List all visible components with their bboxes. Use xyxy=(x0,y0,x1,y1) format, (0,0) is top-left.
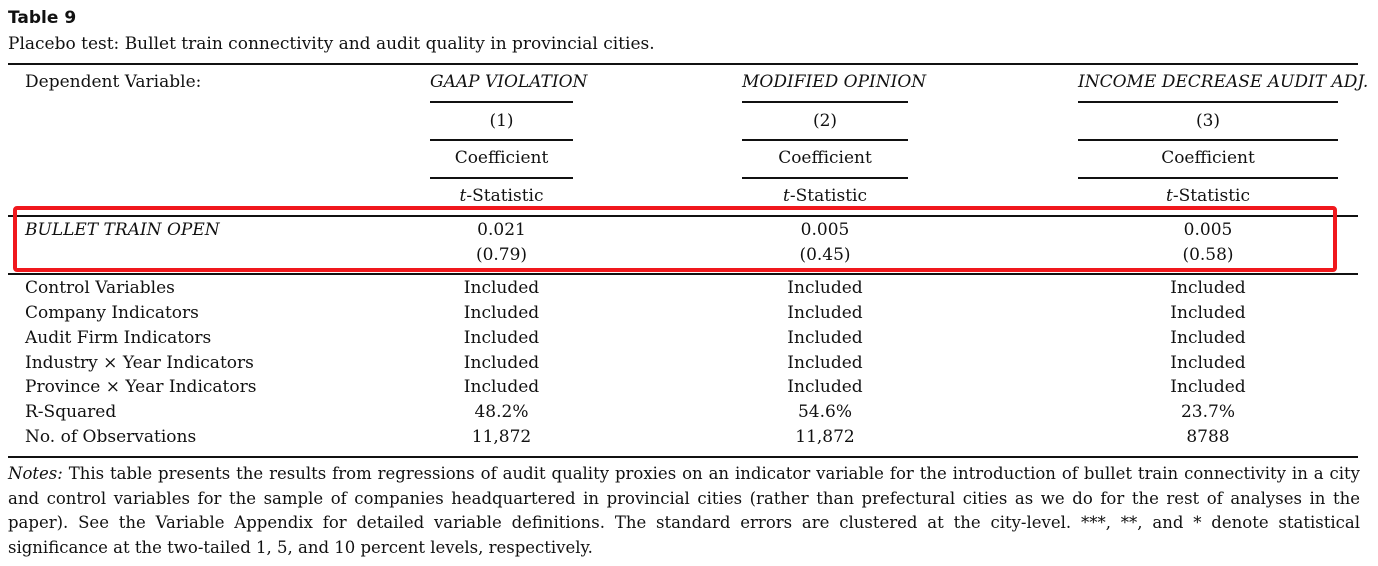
cell: 8788 xyxy=(1186,427,1230,447)
main-row-coef-1: 0.021 xyxy=(477,220,526,240)
cell: Included xyxy=(463,303,540,323)
header-bottom-rule xyxy=(8,215,1358,217)
main-row-tstat-1: (0.79) xyxy=(475,245,528,265)
column-coef-1: Coefficient xyxy=(454,148,549,168)
notes-text: This table presents the results from reg… xyxy=(8,464,1360,557)
row-label: Control Variables xyxy=(25,278,175,298)
row-label: Province × Year Indicators xyxy=(25,377,257,397)
column-tstat-1: t-Statistic xyxy=(459,186,544,206)
cell: Included xyxy=(463,377,540,397)
row-label: Audit Firm Indicators xyxy=(25,328,212,348)
cell: Included xyxy=(1170,377,1246,397)
column-header-1-underline xyxy=(430,101,573,103)
column-number-2: (2) xyxy=(812,111,838,131)
row-label: No. of Observations xyxy=(25,427,197,447)
cell: Included xyxy=(787,353,863,373)
cell: Included xyxy=(1170,303,1246,323)
main-row-tstat-3: (0.58) xyxy=(1182,245,1234,265)
column-number-2-underline xyxy=(742,139,908,141)
cell: 11,872 xyxy=(795,427,855,447)
column-coef-2: Coefficient xyxy=(778,148,872,168)
cell: Included xyxy=(463,278,540,298)
main-row-label: BULLET TRAIN OPEN xyxy=(25,220,220,240)
cell: Included xyxy=(787,328,863,348)
cell: Included xyxy=(463,353,540,373)
column-tstat-3: t-Statistic xyxy=(1166,186,1250,206)
main-row-tstat-2: (0.45) xyxy=(799,245,851,265)
cell: 23.7% xyxy=(1180,402,1235,422)
column-coef-3-underline xyxy=(1078,177,1338,179)
column-tstat-2: t-Statistic xyxy=(783,186,867,206)
cell: Included xyxy=(463,328,540,348)
top-rule xyxy=(8,63,1358,65)
column-number-1-underline xyxy=(430,139,573,141)
cell: Included xyxy=(1170,353,1246,373)
column-number-3-underline xyxy=(1078,139,1338,141)
column-coef-3: Coefficient xyxy=(1161,148,1255,168)
column-header-3: INCOME DECREASE AUDIT ADJ. xyxy=(1078,72,1369,92)
column-header-1: GAAP VIOLATION xyxy=(430,72,588,92)
main-row-coef-2: 0.005 xyxy=(800,220,850,240)
column-number-1: (1) xyxy=(489,111,514,131)
row-label: R-Squared xyxy=(25,402,117,422)
cell: Included xyxy=(787,377,863,397)
table-notes: Notes: This table presents the results f… xyxy=(8,462,1360,560)
dependent-variable-label: Dependent Variable: xyxy=(25,72,202,92)
column-header-2-underline xyxy=(742,101,908,103)
cell: 48.2% xyxy=(474,402,529,422)
main-row-coef-3: 0.005 xyxy=(1183,220,1233,240)
cell: Included xyxy=(1170,328,1246,348)
column-number-3: (3) xyxy=(1195,111,1221,131)
table-bottom-rule xyxy=(8,456,1358,458)
column-header-3-underline xyxy=(1078,101,1338,103)
main-row-bottom-rule xyxy=(8,273,1358,275)
cell: 11,872 xyxy=(471,427,532,447)
row-label: Company Indicators xyxy=(25,303,199,323)
highlight-box xyxy=(13,206,1337,272)
row-label: Industry × Year Indicators xyxy=(25,353,254,373)
notes-label: Notes: xyxy=(8,464,63,483)
column-header-2: MODIFIED OPINION xyxy=(742,72,927,92)
column-coef-1-underline xyxy=(430,177,573,179)
cell: Included xyxy=(1170,278,1246,298)
cell: 54.6% xyxy=(797,402,852,422)
column-coef-2-underline xyxy=(742,177,908,179)
cell: Included xyxy=(787,278,863,298)
cell: Included xyxy=(787,303,863,323)
table-caption: Placebo test: Bullet train connectivity … xyxy=(8,34,655,54)
table-label: Table 9 xyxy=(8,8,77,28)
